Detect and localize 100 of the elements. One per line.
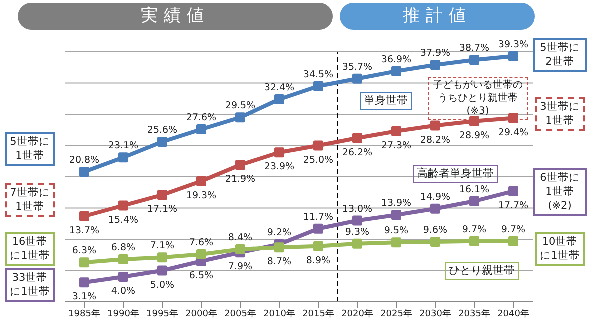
data-label: 29.5% bbox=[225, 100, 256, 112]
text: 5世帯に2世帯 bbox=[533, 38, 587, 72]
data-label: 7.6% bbox=[189, 238, 214, 248]
point bbox=[508, 51, 518, 62]
data-label: 25.6% bbox=[147, 125, 178, 136]
point bbox=[392, 126, 402, 136]
point bbox=[392, 238, 402, 248]
data-label: 32.4% bbox=[264, 82, 295, 94]
data-label: 27.3% bbox=[381, 140, 412, 152]
point bbox=[118, 152, 128, 163]
data-label: 7.1% bbox=[150, 240, 175, 252]
data-label: 26.2% bbox=[342, 147, 373, 158]
point bbox=[430, 60, 440, 70]
point bbox=[430, 237, 440, 247]
point bbox=[118, 272, 128, 282]
data-label: 17.7% bbox=[498, 200, 529, 212]
series-label: 高齢者単身世帯 bbox=[413, 165, 498, 183]
data-label: 6.5% bbox=[189, 270, 214, 282]
data-label: 38.7% bbox=[459, 43, 490, 54]
data-label: 13.7% bbox=[69, 225, 100, 236]
point bbox=[352, 216, 362, 226]
text: 33世帯に1世帯 bbox=[5, 268, 55, 302]
text: 5世帯に1世帯 bbox=[5, 132, 55, 166]
x-tick-label: 2000年 bbox=[186, 308, 218, 320]
point bbox=[196, 250, 206, 260]
point bbox=[158, 190, 168, 200]
data-label: 3.1% bbox=[72, 292, 97, 303]
data-label: 35.7% bbox=[342, 62, 373, 73]
text: 10世帯に1世帯 bbox=[535, 232, 585, 266]
point bbox=[274, 242, 284, 253]
text: 3世帯に1世帯 bbox=[535, 97, 585, 131]
x-tick-label: 2040年 bbox=[498, 308, 530, 320]
data-label: 6.8% bbox=[111, 242, 136, 254]
data-label: 19.3% bbox=[186, 190, 217, 202]
data-label: 9.5% bbox=[384, 226, 409, 237]
point bbox=[80, 258, 90, 268]
data-label: 21.9% bbox=[225, 174, 256, 186]
data-label: 27.6% bbox=[186, 112, 217, 124]
text: 7世帯に1世帯 bbox=[5, 183, 55, 217]
point bbox=[314, 241, 324, 252]
data-label: 37.9% bbox=[420, 48, 451, 60]
point bbox=[80, 167, 90, 177]
point bbox=[392, 210, 402, 220]
point bbox=[352, 133, 362, 144]
data-label: 25.0% bbox=[303, 154, 334, 166]
point bbox=[158, 266, 168, 276]
point bbox=[158, 137, 168, 147]
text: 16世帯に1世帯 bbox=[5, 232, 55, 266]
point bbox=[470, 236, 480, 246]
data-label: 20.8% bbox=[69, 155, 100, 166]
data-label: 29.4% bbox=[498, 127, 529, 138]
point bbox=[274, 94, 284, 104]
point bbox=[158, 252, 168, 263]
point bbox=[80, 278, 90, 288]
point bbox=[236, 160, 246, 170]
x-tick-label: 2030年 bbox=[420, 308, 452, 320]
point bbox=[352, 238, 362, 249]
text: 6世帯に1世帯(※2) bbox=[533, 168, 587, 216]
data-label: 15.4% bbox=[108, 214, 139, 226]
point bbox=[470, 55, 480, 66]
x-tick-label: 2010年 bbox=[264, 308, 296, 320]
point bbox=[352, 74, 362, 84]
data-label: 23.9% bbox=[264, 162, 295, 173]
point bbox=[80, 211, 90, 222]
point bbox=[508, 113, 518, 124]
x-tick-label: 1985年 bbox=[68, 308, 100, 320]
data-label: 9.3% bbox=[345, 226, 370, 238]
point bbox=[430, 204, 440, 214]
data-label: 23.1% bbox=[108, 140, 139, 152]
point bbox=[508, 236, 518, 246]
series-label: ひとり親世帯 bbox=[445, 262, 519, 280]
data-label: 11.7% bbox=[303, 212, 334, 223]
data-label: 13.0% bbox=[342, 204, 373, 215]
point bbox=[118, 254, 128, 264]
point bbox=[196, 176, 206, 186]
x-tick-label: 1995年 bbox=[146, 308, 178, 320]
data-label: 36.9% bbox=[381, 54, 412, 66]
data-label: 14.9% bbox=[420, 192, 451, 203]
data-label: 5.0% bbox=[150, 280, 175, 291]
data-label: 9.6% bbox=[423, 225, 448, 236]
point bbox=[236, 112, 246, 123]
point bbox=[314, 81, 324, 92]
data-label: 9.7% bbox=[501, 224, 526, 236]
data-label: 4.0% bbox=[111, 286, 136, 297]
point bbox=[430, 120, 440, 131]
data-label: 9.7% bbox=[462, 224, 487, 236]
data-label: 8.9% bbox=[306, 255, 331, 266]
text: 実績値 bbox=[18, 3, 333, 30]
series-label: 子どもがいる世帯のうちひとり親世帯(※3) bbox=[428, 77, 528, 120]
x-tick-label: 2025年 bbox=[380, 308, 412, 320]
data-label: 17.1% bbox=[147, 204, 178, 216]
data-label: 16.1% bbox=[459, 184, 490, 196]
point bbox=[236, 244, 246, 254]
data-label: 8.7% bbox=[267, 256, 292, 268]
data-label: 13.9% bbox=[381, 198, 412, 210]
x-tick-label: 1990年 bbox=[108, 308, 140, 320]
data-label: 34.5% bbox=[303, 69, 334, 80]
point bbox=[470, 196, 480, 206]
x-tick-label: 2005年 bbox=[224, 308, 256, 320]
point bbox=[392, 66, 402, 76]
